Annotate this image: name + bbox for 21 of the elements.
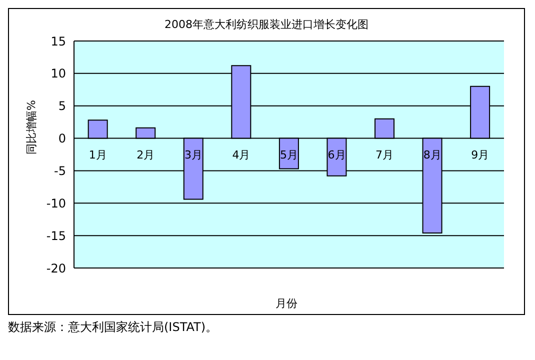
x-tick-label: 8月 — [423, 148, 442, 162]
y-axis-title: 同比增幅% — [24, 100, 38, 154]
chart-title: 2008年意大利纺织服装业进口增长变化图 — [164, 17, 370, 33]
x-tick-label: 9月 — [471, 148, 490, 162]
source-note: 数据来源：意大利国家统计局(ISTAT)。 — [8, 319, 219, 336]
y-tick-label: -5 — [54, 164, 66, 178]
x-axis-title: 月份 — [274, 296, 298, 311]
x-tick-label: 7月 — [376, 148, 394, 162]
x-tick-label: 6月 — [328, 148, 346, 162]
y-tick-label: 5 — [58, 99, 66, 114]
y-tick-label: 0 — [58, 132, 66, 146]
x-tick-label: 1月 — [88, 148, 107, 162]
x-tick-label: 3月 — [184, 148, 202, 162]
x-tick-label: 5月 — [280, 148, 298, 162]
y-tick-label: 10 — [50, 66, 66, 81]
y-tick-label: -10 — [46, 196, 66, 210]
x-tick-label: 4月 — [232, 148, 250, 162]
y-tick-label: -20 — [46, 261, 66, 276]
y-tick-label: 15 — [50, 34, 66, 48]
y-tick-label: -15 — [46, 228, 66, 243]
x-tick-label: 2月 — [136, 148, 155, 162]
